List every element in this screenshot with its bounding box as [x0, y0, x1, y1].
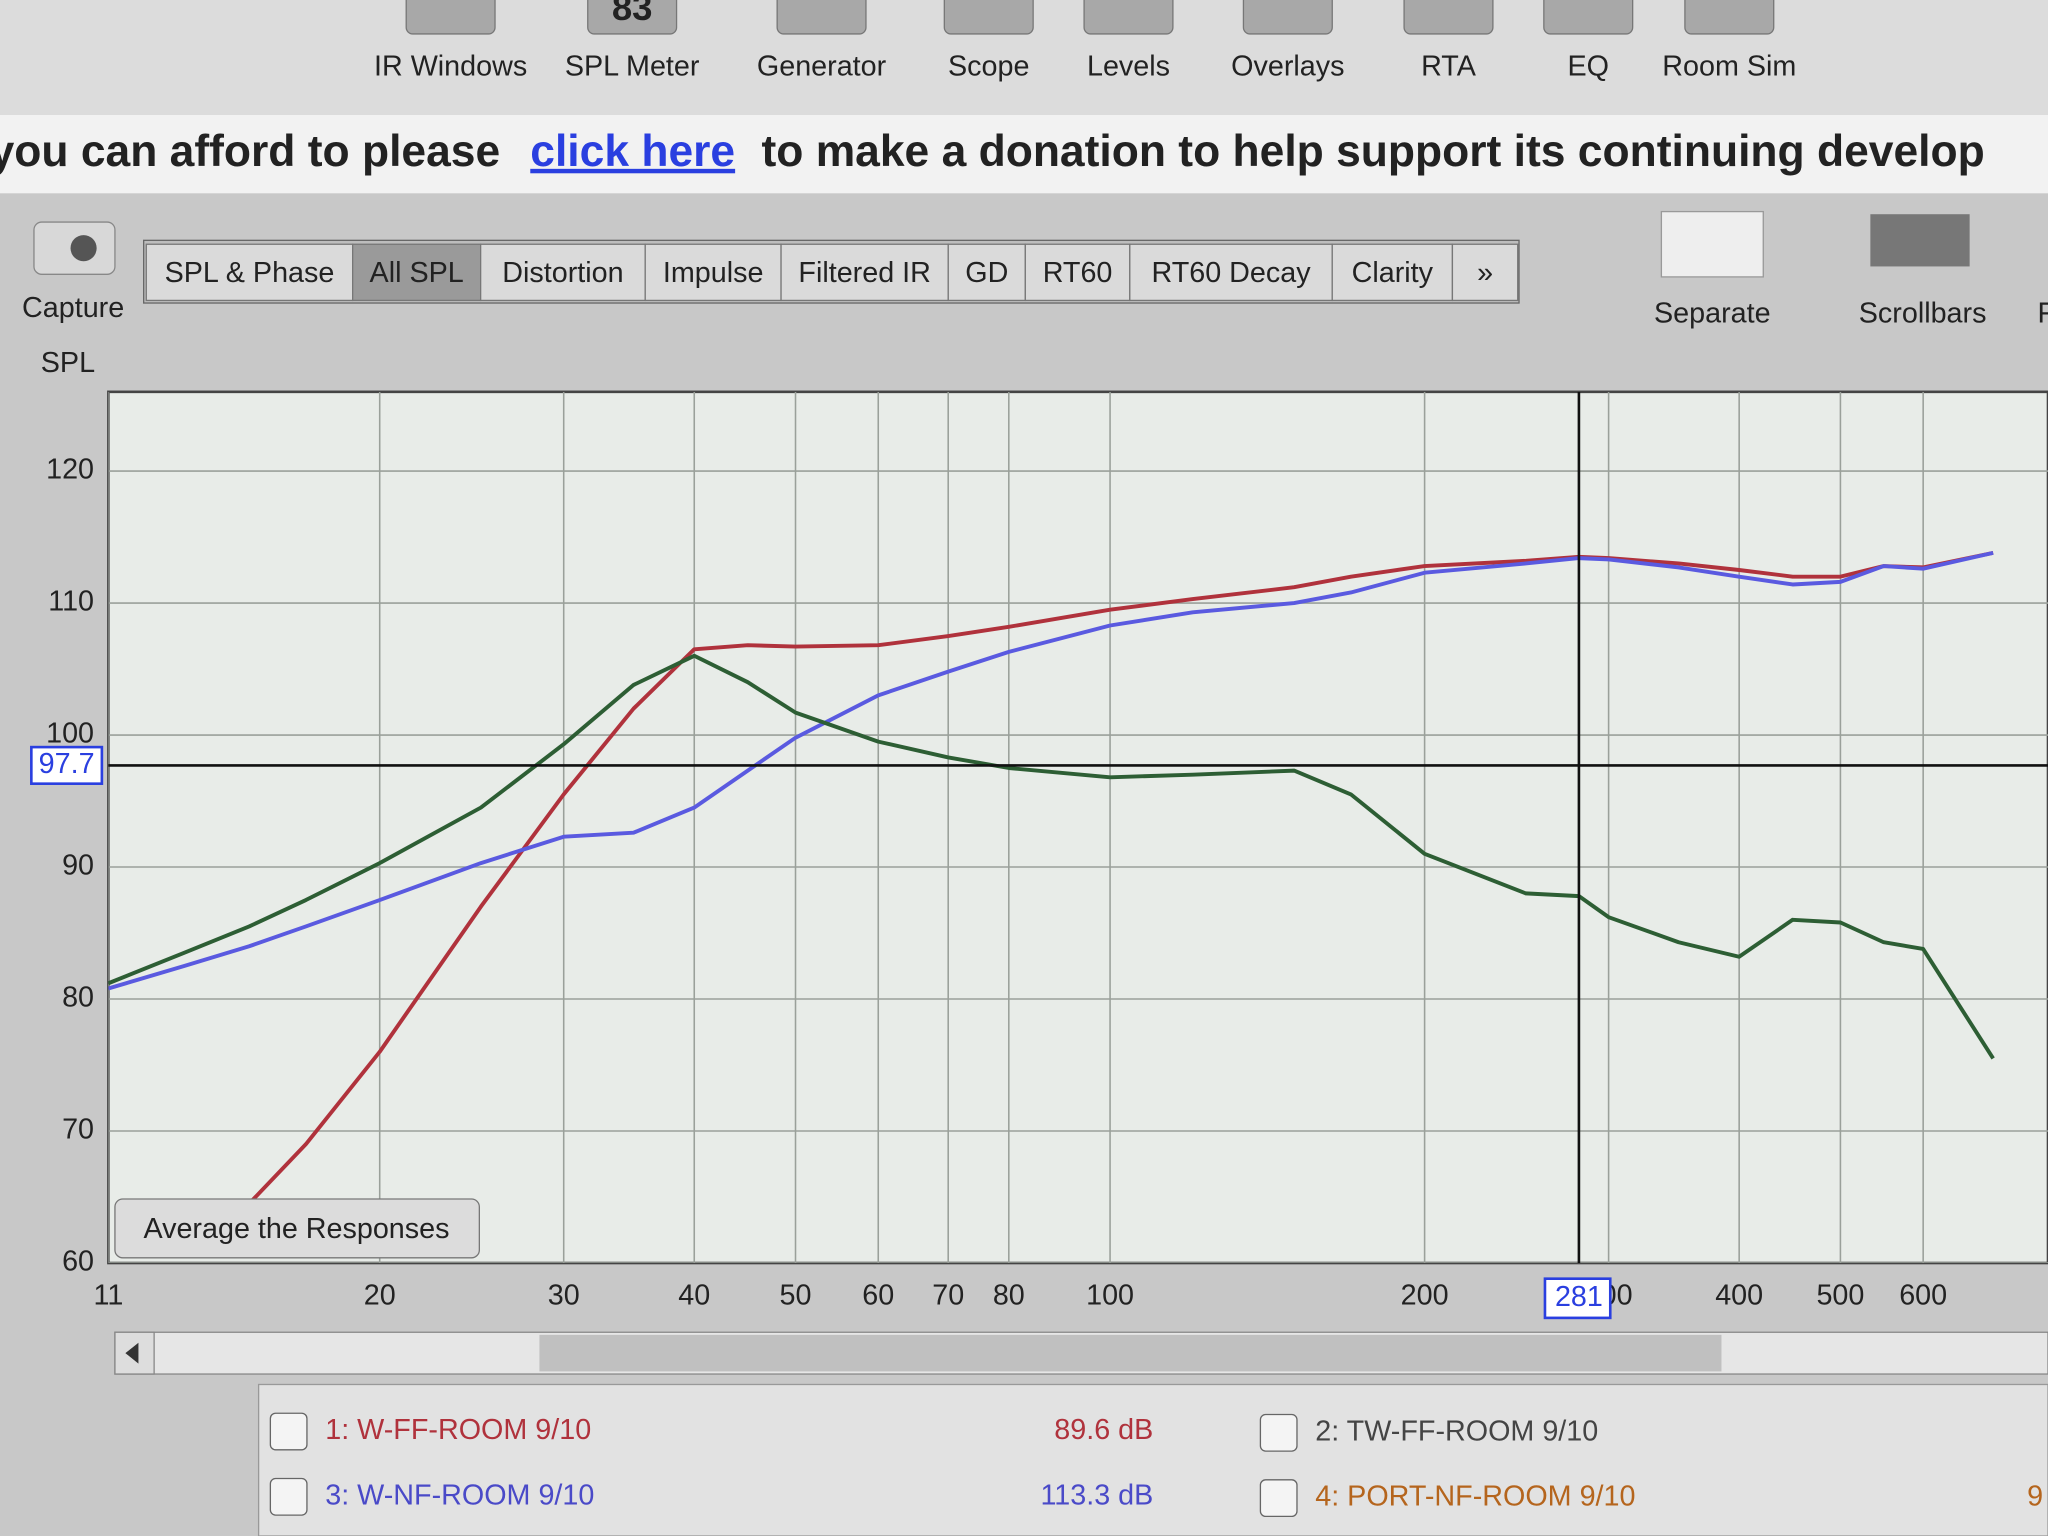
- banner: [0, 114, 2048, 194]
- tab[interactable]: [145, 243, 354, 302]
- toolbar-label[interactable]: Room Sim: [1662, 51, 1796, 83]
- toolbar-icon[interactable]: [405, 0, 496, 35]
- x-tick-label: 40: [678, 1280, 710, 1312]
- toolbar-icon[interactable]: [943, 0, 1034, 35]
- toolbar-label[interactable]: SPL Meter: [565, 51, 700, 83]
- tab[interactable]: [1024, 243, 1131, 302]
- tab-label[interactable]: Clarity: [1352, 257, 1434, 289]
- tab-label[interactable]: RT60: [1043, 257, 1113, 289]
- y-tick-label: 120: [46, 454, 94, 486]
- x-tick-label: 500: [1816, 1280, 1864, 1312]
- x-tick-label: 20: [364, 1280, 396, 1312]
- x-tick-label: 600: [1899, 1280, 1947, 1312]
- toolbar-label[interactable]: EQ: [1567, 51, 1609, 83]
- response-curve: [108, 550, 1994, 991]
- tab-label[interactable]: RT60 Decay: [1151, 257, 1311, 289]
- y-tick-label: 90: [62, 850, 94, 882]
- tab-label[interactable]: GD: [965, 257, 1008, 289]
- toolbar-label[interactable]: Overlays: [1231, 51, 1344, 83]
- tab-label[interactable]: Distortion: [502, 257, 623, 289]
- legend-checkbox[interactable]: [1259, 1413, 1298, 1452]
- y-axis-label: SPL: [41, 347, 95, 379]
- legend-label[interactable]: 4: PORT-NF-ROOM 9/10: [1315, 1481, 1635, 1513]
- x-tick-label: 200: [1401, 1280, 1449, 1312]
- tab[interactable]: [947, 243, 1026, 302]
- toolbar-label[interactable]: Generator: [757, 51, 887, 83]
- toolbar-label[interactable]: Levels: [1087, 51, 1170, 83]
- legend-checkbox[interactable]: [269, 1412, 308, 1451]
- x-tick-label: 30: [548, 1280, 580, 1312]
- tool-label[interactable]: Scrollbars: [1859, 297, 1987, 329]
- legend-checkbox[interactable]: [269, 1477, 308, 1516]
- legend-value: 9: [2027, 1481, 2043, 1513]
- scroll-thumb[interactable]: [539, 1334, 1722, 1372]
- tab-label[interactable]: SPL & Phase: [165, 257, 335, 289]
- tab-label[interactable]: »: [1477, 257, 1493, 289]
- toolbar-label[interactable]: RTA: [1421, 51, 1477, 83]
- spl-meter-reading: 83: [612, 0, 653, 28]
- donation-link[interactable]: click here: [530, 127, 735, 176]
- tab-label[interactable]: Impulse: [663, 257, 764, 289]
- toolbar-label[interactable]: IR Windows: [374, 51, 527, 83]
- toolbar-icon[interactable]: [776, 0, 867, 35]
- y-tick-label: 110: [48, 586, 94, 618]
- legend-value: 89.6 dB: [1054, 1414, 1153, 1446]
- tab-label[interactable]: All SPL: [370, 257, 464, 289]
- x-tick-label: 70: [932, 1280, 964, 1312]
- x-tick-label: 100: [1086, 1280, 1134, 1312]
- tool-label[interactable]: Fr: [2038, 297, 2048, 329]
- cursor-y-label: 97.7: [39, 748, 95, 780]
- scroll-arrow: [125, 1342, 139, 1364]
- legend-checkbox[interactable]: [1259, 1479, 1298, 1518]
- legend-label[interactable]: 3: W-NF-ROOM 9/10: [325, 1479, 594, 1511]
- plot-area: [107, 390, 2048, 1265]
- y-tick-label: 60: [62, 1246, 94, 1278]
- x-tick-label: 60: [862, 1280, 894, 1312]
- tab-label[interactable]: Filtered IR: [798, 257, 930, 289]
- plot: [108, 391, 2048, 1264]
- cursor-y-box: [30, 745, 104, 785]
- toolbar-icon[interactable]: [1684, 0, 1775, 35]
- toolbar-icon[interactable]: [1083, 0, 1174, 35]
- cursor-x-label: 281: [1555, 1281, 1603, 1313]
- toolbar-icon[interactable]: [1242, 0, 1333, 35]
- toolbar-icon[interactable]: [587, 0, 678, 35]
- capture-lens: [70, 235, 97, 262]
- tab[interactable]: [780, 243, 949, 302]
- banner-text: to make a donation to help support its c…: [761, 127, 1984, 176]
- x-tick-label: 400: [1715, 1280, 1763, 1312]
- tab[interactable]: [1331, 243, 1454, 302]
- banner-text: you can afford to please: [0, 127, 500, 176]
- scrollbars-icon[interactable]: [1870, 214, 1970, 267]
- average-button-label[interactable]: Average the Responses: [143, 1213, 449, 1245]
- response-curve: [108, 653, 1995, 1060]
- tab[interactable]: [1451, 243, 1519, 302]
- capture-label[interactable]: Capture: [22, 292, 124, 324]
- tab[interactable]: [479, 243, 646, 302]
- toolbar-label[interactable]: Scope: [948, 51, 1029, 83]
- legend-label[interactable]: 2: TW-FF-ROOM 9/10: [1315, 1415, 1598, 1447]
- y-tick-label: 80: [62, 982, 94, 1014]
- y-tick-label: 100: [46, 718, 94, 750]
- cursor-x-box: [1543, 1277, 1612, 1320]
- tool-label[interactable]: Separate: [1654, 297, 1771, 329]
- legend-label[interactable]: 1: W-FF-ROOM 9/10: [325, 1414, 591, 1446]
- tab[interactable]: [352, 243, 482, 302]
- toolbar-icon[interactable]: [1403, 0, 1494, 35]
- separate-icon[interactable]: [1660, 210, 1764, 278]
- x-tick-label: 11: [94, 1280, 124, 1312]
- legend-value: 113.3 dB: [1040, 1479, 1153, 1511]
- y-tick-label: 70: [62, 1114, 94, 1146]
- tab[interactable]: [644, 243, 782, 302]
- x-tick-label: 50: [780, 1280, 812, 1312]
- toolbar-icon[interactable]: [1543, 0, 1634, 35]
- x-tick-label: 80: [993, 1280, 1025, 1312]
- average-button[interactable]: [114, 1198, 480, 1259]
- legend-panel: [257, 1383, 2048, 1536]
